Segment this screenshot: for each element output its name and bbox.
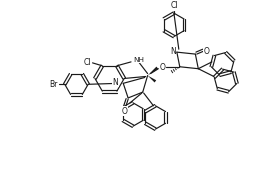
Text: O: O	[121, 107, 127, 116]
Text: O: O	[203, 47, 209, 56]
Text: Cl: Cl	[170, 1, 178, 10]
Text: Br: Br	[50, 80, 58, 89]
Text: NH: NH	[133, 57, 144, 63]
Polygon shape	[148, 76, 156, 83]
Text: N: N	[170, 47, 176, 56]
Text: N: N	[113, 78, 118, 87]
Polygon shape	[148, 67, 158, 76]
Text: O: O	[159, 63, 165, 72]
Text: Cl: Cl	[84, 58, 92, 67]
